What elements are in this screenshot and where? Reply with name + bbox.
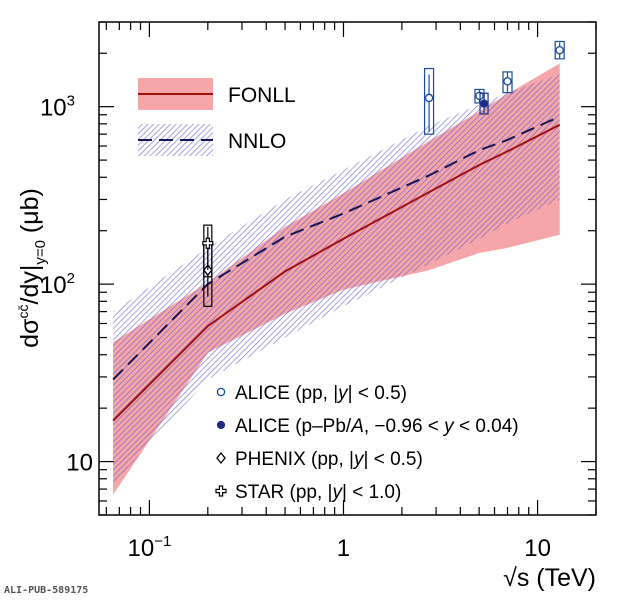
legend-data-label: STAR (pp, |y| < 1.0) (235, 482, 401, 503)
x-tick-label: 1 (337, 535, 350, 562)
data-point (479, 99, 489, 108)
x-tick-label: 10 (524, 535, 551, 562)
syst-box (423, 67, 435, 135)
points-layer (202, 40, 565, 307)
nnlo-band (113, 74, 560, 484)
data-point (424, 93, 434, 103)
legend-data-label: ALICE (p–Pb/A, −0.96 < y < 0.04) (235, 416, 519, 437)
syst-box (203, 224, 213, 278)
legend-layer: FONLL NNLO ALICE (pp, |y| < 0.5) ALICE (p–P… (138, 78, 519, 503)
legend-marker (216, 451, 226, 465)
legend-fonll-label: FONLL (228, 84, 296, 107)
fonll-central-line (112, 123, 561, 422)
watermark-id: ALI-PUB-589175 (4, 585, 89, 596)
y-tick-label: 103 (40, 93, 75, 122)
x-tick-label: 10−1 (127, 533, 171, 562)
legend-marker (216, 387, 226, 397)
curves-layer (112, 115, 561, 422)
bands-layer (113, 63, 560, 495)
legend-marker (216, 420, 226, 430)
syst-box (554, 40, 565, 60)
legend-data-label: ALICE (pp, |y| < 0.5) (235, 383, 407, 404)
y-tick-label: 10 (66, 450, 93, 477)
data-point (555, 45, 564, 55)
nnlo-central-line (112, 115, 561, 381)
legend-marker (215, 485, 227, 497)
axis-ticks-layer: 10−1 1 10 10 102 103 (40, 21, 597, 562)
data-point (202, 237, 214, 249)
y-axis-title: dσcc̄/dy|y=0 (μb) (15, 188, 49, 348)
plot-frame (98, 21, 597, 516)
x-axis-title: √s (TeV) (503, 564, 596, 592)
legend-data-label: PHENIX (pp, |y| < 0.5) (235, 449, 423, 470)
data-point (503, 77, 512, 86)
y-tick-label: 102 (40, 270, 75, 299)
legend-nnlo-label: NNLO (228, 130, 286, 153)
